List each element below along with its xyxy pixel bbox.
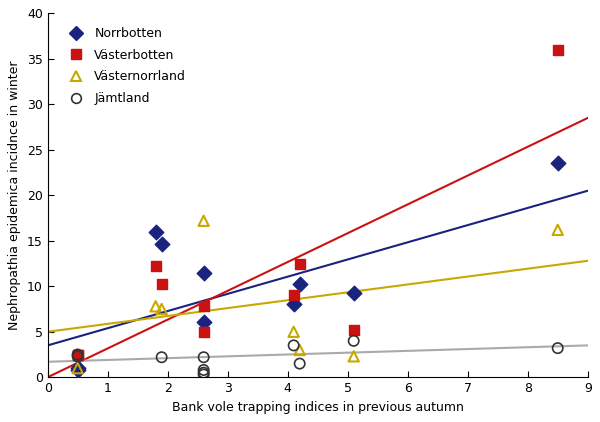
Point [157, 280, 166, 287]
Point [199, 269, 208, 276]
Point [199, 318, 208, 325]
Point [73, 351, 82, 358]
Point [199, 303, 208, 310]
Point [157, 354, 166, 361]
Point [73, 365, 82, 371]
Point [157, 306, 166, 312]
Point [73, 351, 82, 358]
Y-axis label: Nephropathia epidemica incidnce in winter: Nephropathia epidemica incidnce in winte… [8, 60, 22, 330]
Point [199, 354, 208, 361]
Point [289, 301, 298, 308]
Point [199, 367, 208, 373]
Point [199, 371, 208, 378]
Point [151, 303, 160, 310]
Point [289, 328, 298, 335]
X-axis label: Bank vole trapping indices in previous autumn: Bank vole trapping indices in previous a… [172, 400, 464, 414]
Point [151, 228, 160, 235]
Point [349, 327, 358, 333]
Point [349, 338, 358, 344]
Legend: Norrbotten, Västerbotten, Västernorrland, Jämtland: Norrbotten, Västerbotten, Västernorrland… [59, 23, 190, 109]
Point [349, 289, 358, 296]
Point [553, 46, 563, 53]
Point [289, 342, 298, 349]
Point [151, 263, 160, 270]
Point [349, 353, 358, 360]
Point [553, 345, 563, 352]
Point [553, 227, 563, 233]
Point [289, 292, 298, 299]
Point [73, 353, 82, 360]
Point [73, 351, 82, 358]
Point [295, 280, 304, 287]
Point [73, 367, 82, 373]
Point [295, 260, 304, 267]
Point [553, 160, 563, 167]
Point [73, 365, 82, 371]
Point [295, 346, 304, 353]
Point [157, 240, 166, 247]
Point [199, 217, 208, 224]
Point [295, 360, 304, 367]
Point [199, 369, 208, 376]
Point [199, 328, 208, 335]
